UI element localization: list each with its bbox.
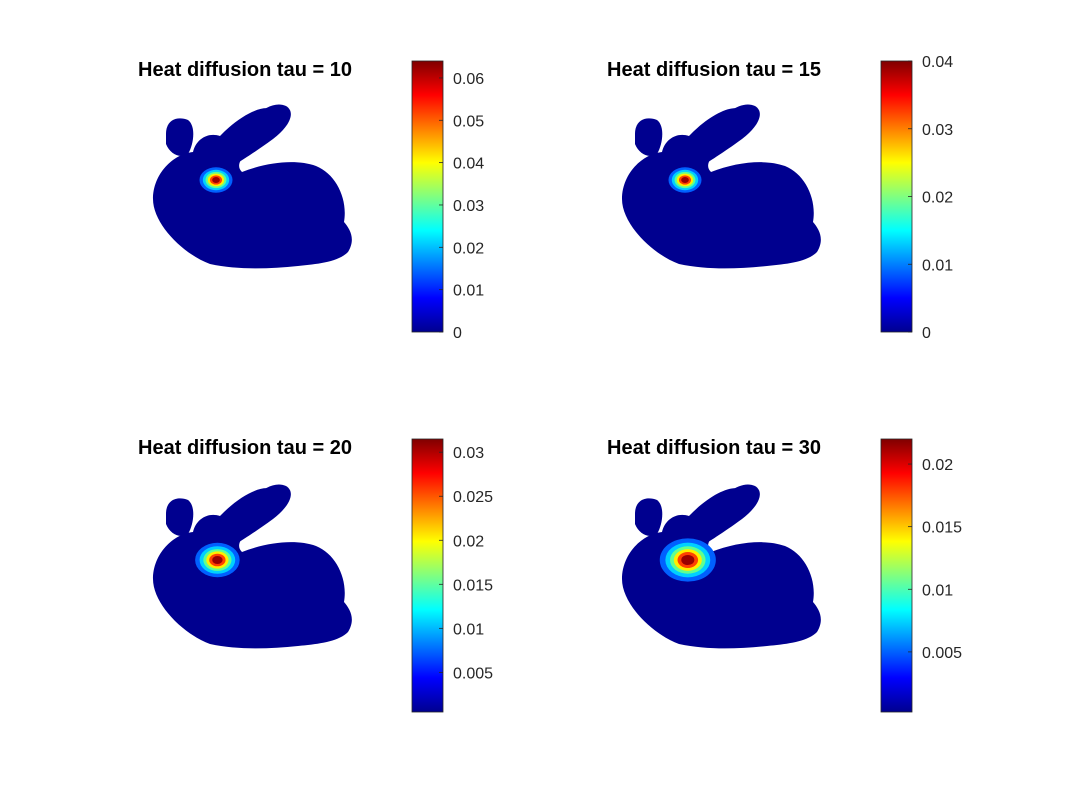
heat-ring xyxy=(212,555,223,565)
colorbar-tick-label: 0.04 xyxy=(453,156,484,173)
panel-tau-20: Heat diffusion tau = 20 0.0050.010.0150.… xyxy=(138,437,493,713)
heat-ring xyxy=(212,177,220,183)
heat-hotspot xyxy=(195,542,240,578)
colorbar-tick-label: 0.06 xyxy=(453,71,484,88)
panel-title: Heat diffusion tau = 10 xyxy=(138,59,352,81)
colorbar-tick-label: 0.01 xyxy=(922,582,953,599)
colorbar: 0 0.01 0.02 0.03 0.04 xyxy=(880,54,953,342)
colorbar-tick-label: 0 xyxy=(453,325,462,342)
colorbar-gradient xyxy=(411,438,444,713)
bunny-point-cloud xyxy=(622,104,821,269)
panel-title: Heat diffusion tau = 30 xyxy=(607,437,821,459)
panel-title: Heat diffusion tau = 15 xyxy=(607,59,821,81)
colorbar-tick-label: 0.03 xyxy=(922,122,953,139)
colorbar-gradient xyxy=(411,60,444,333)
colorbar-tick-label: 0.015 xyxy=(453,577,493,594)
colorbar-tick-label: 0.02 xyxy=(453,533,484,550)
colorbar: 0.005 0.01 0.015 0.02 0.025 0.03 xyxy=(411,438,493,713)
bunny-point-cloud xyxy=(153,484,352,649)
colorbar-tick-label: 0.01 xyxy=(453,621,484,638)
colorbar-tick-label: 0.025 xyxy=(453,489,493,506)
colorbar-tick-label: 0.015 xyxy=(922,520,962,537)
colorbar-tick-label: 0.05 xyxy=(453,113,484,130)
colorbar-tick-label: 0.02 xyxy=(922,457,953,474)
colorbar: 0.005 0.01 0.015 0.02 xyxy=(880,438,962,713)
heat-ring xyxy=(681,177,689,183)
colorbar-gradient xyxy=(880,438,913,713)
panel-tau-15: Heat diffusion tau = 15 0 0.01 0.02 0.03 0.0… xyxy=(607,54,953,342)
panel-tau-10: Heat diffusion tau = 10 0 0.01 0.02 0.03 0.0… xyxy=(138,59,484,342)
panel-tau-30: Heat diffusion tau = 30 0.0050.010.0150.… xyxy=(607,437,962,713)
colorbar-tick-label: 0.01 xyxy=(453,283,484,300)
colorbar-tick-label: 0.03 xyxy=(453,445,484,462)
colorbar-tick-label: 0.04 xyxy=(922,54,953,71)
colorbar-tick-label: 0.005 xyxy=(453,665,493,682)
heat-hotspot xyxy=(668,167,702,193)
colorbar-gradient xyxy=(880,60,913,333)
colorbar-tick-label: 0 xyxy=(922,325,931,342)
colorbar-tick-label: 0.01 xyxy=(922,257,953,274)
panel-title: Heat diffusion tau = 20 xyxy=(138,437,352,459)
colorbar-tick-label: 0.03 xyxy=(453,198,484,215)
heat-ring xyxy=(681,554,695,566)
heat-hotspot xyxy=(659,538,716,582)
colorbar: 0 0.01 0.02 0.03 0.04 0.05 0.06 xyxy=(411,60,484,342)
bunny-point-cloud xyxy=(622,484,821,649)
colorbar-tick-label: 0.02 xyxy=(453,240,484,257)
colorbar-tick-label: 0.005 xyxy=(922,645,962,662)
heat-hotspot xyxy=(199,167,233,193)
colorbar-tick-label: 0.02 xyxy=(922,190,953,207)
bunny-point-cloud xyxy=(153,104,352,269)
